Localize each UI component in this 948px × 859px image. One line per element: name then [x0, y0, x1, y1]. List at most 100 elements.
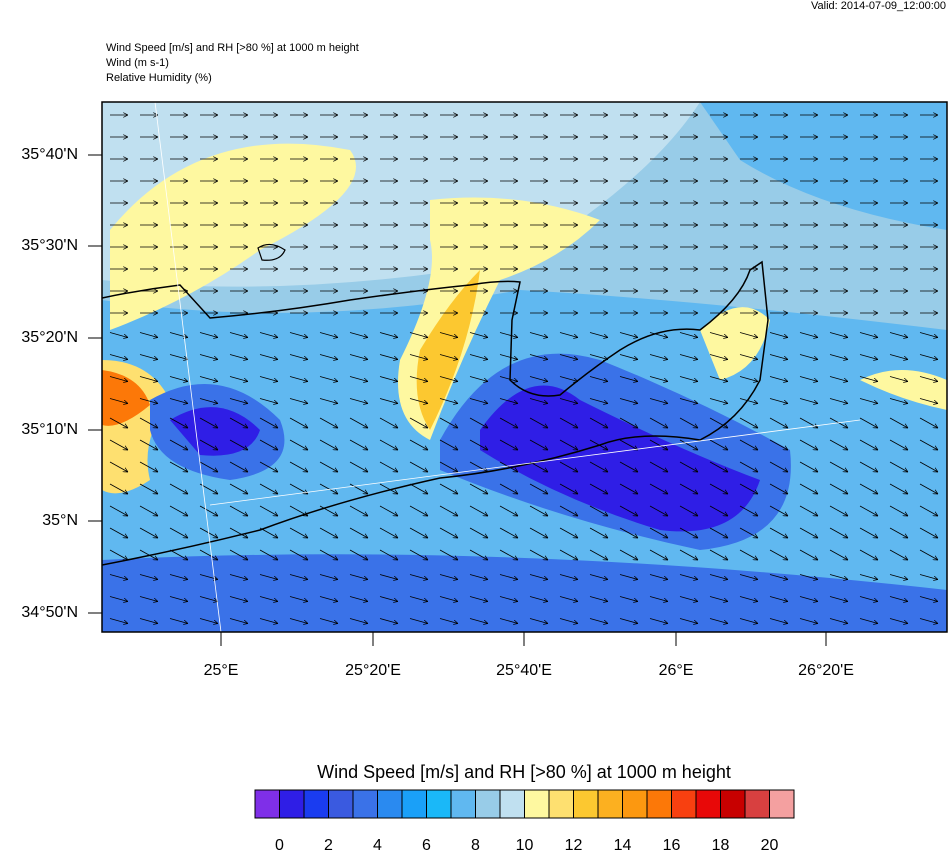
wind-arrow — [529, 574, 548, 580]
wind-arrow — [589, 596, 608, 602]
wind-arrow — [409, 332, 428, 338]
wind-arrow — [439, 618, 458, 624]
wind-arrow — [709, 376, 728, 382]
wind-arrow — [709, 483, 728, 494]
wind-arrow — [109, 354, 128, 360]
wind-arrow — [349, 618, 368, 624]
wind-arrow — [799, 596, 818, 602]
wind-arrow — [829, 461, 848, 472]
wind-arrow — [529, 618, 548, 624]
wind-arrow — [709, 574, 728, 580]
wind-arrow — [349, 354, 368, 360]
wind-arrow — [559, 483, 578, 494]
wind-arrow — [919, 618, 938, 624]
wind-arrow — [919, 417, 938, 428]
wind-arrow — [229, 549, 248, 560]
wind-arrow — [859, 505, 878, 516]
valid-time: Valid: 2014-07-09_12:00:00 — [811, 0, 946, 12]
wind-arrow — [469, 574, 488, 580]
wind-arrow — [379, 596, 398, 602]
lat-labels: 35°40'N 35°30'N 35°20'N 35°10'N 35°N 34°50'N — [21, 146, 102, 621]
wind-arrow — [889, 505, 908, 516]
wind-arrow — [679, 332, 698, 338]
wind-arrow — [709, 354, 728, 360]
wind-arrow — [709, 505, 728, 516]
wind-arrow — [319, 376, 338, 382]
colorbar-label: 16 — [663, 837, 681, 854]
wind-arrow — [589, 483, 608, 494]
wind-arrow — [649, 505, 668, 516]
colorbar-swatch — [499, 789, 525, 819]
wind-arrow — [409, 439, 428, 450]
wind-arrow — [499, 505, 518, 516]
wind-arrow — [829, 354, 848, 360]
wind-arrow — [409, 618, 428, 624]
wind-arrow — [739, 398, 758, 404]
wind-arrow — [679, 354, 698, 360]
wind-arrow — [169, 596, 188, 602]
wind-arrow — [559, 354, 578, 360]
wind-arrow — [439, 417, 458, 428]
wind-arrow — [109, 549, 128, 560]
wind-arrow — [889, 439, 908, 450]
wind-arrow — [889, 354, 908, 360]
wind-arrow — [469, 549, 488, 560]
wind-arrow — [859, 461, 878, 472]
colorbar-swatch — [744, 789, 770, 819]
wind-arrow — [259, 618, 278, 624]
wind-arrow — [529, 549, 548, 560]
wind-arrow — [739, 483, 758, 494]
wind-arrow — [589, 505, 608, 516]
wind-arrow — [649, 398, 668, 404]
wind-arrow — [439, 461, 458, 472]
wind-arrow — [289, 461, 308, 472]
wind-arrow — [559, 527, 578, 538]
colorbar-swatch — [475, 789, 501, 819]
wind-arrow — [229, 332, 248, 338]
wind-arrow — [109, 596, 128, 602]
wind-arrow — [709, 417, 728, 428]
wind-arrow — [349, 549, 368, 560]
wind-arrow — [469, 417, 488, 428]
wind-arrow — [439, 549, 458, 560]
wind-arrow — [229, 596, 248, 602]
wind-arrow — [289, 596, 308, 602]
colorbar-swatch — [352, 789, 378, 819]
wind-arrow — [199, 332, 218, 338]
wind-arrow — [709, 398, 728, 404]
wind-arrow — [139, 398, 158, 404]
wind-arrow — [529, 376, 548, 382]
wind-arrow — [619, 549, 638, 560]
wind-arrow — [199, 461, 218, 472]
wind-arrow — [469, 505, 488, 516]
wind-arrow — [349, 574, 368, 580]
wind-arrow — [169, 439, 188, 450]
wind-arrow — [139, 376, 158, 382]
lat-label: 35°20'N — [21, 329, 78, 346]
wind-arrow — [379, 483, 398, 494]
wind-arrow — [499, 461, 518, 472]
wind-arrow — [139, 483, 158, 494]
wind-arrow — [439, 376, 458, 382]
wind-arrow — [769, 618, 788, 624]
wind-arrow — [109, 439, 128, 450]
wind-arrow — [169, 618, 188, 624]
wind-arrow — [559, 618, 578, 624]
wind-arrow — [529, 505, 548, 516]
wind-arrow — [169, 417, 188, 428]
wind-arrow — [889, 618, 908, 624]
colorbar-label: 12 — [565, 837, 583, 854]
wind-arrow — [499, 376, 518, 382]
wind-arrow — [289, 549, 308, 560]
wind-arrow — [139, 461, 158, 472]
field-zone — [700, 307, 770, 380]
wind-arrow — [139, 439, 158, 450]
wind-arrow — [919, 596, 938, 602]
colorbar: 0 2 4 6 8 10 12 14 16 18 20 — [254, 789, 795, 854]
wind-arrow — [859, 354, 878, 360]
wind-arrow — [379, 354, 398, 360]
wind-arrow — [109, 618, 128, 624]
header-line: Wind (m s-1) — [106, 57, 169, 69]
wind-arrow — [829, 549, 848, 560]
wind-arrow — [439, 354, 458, 360]
